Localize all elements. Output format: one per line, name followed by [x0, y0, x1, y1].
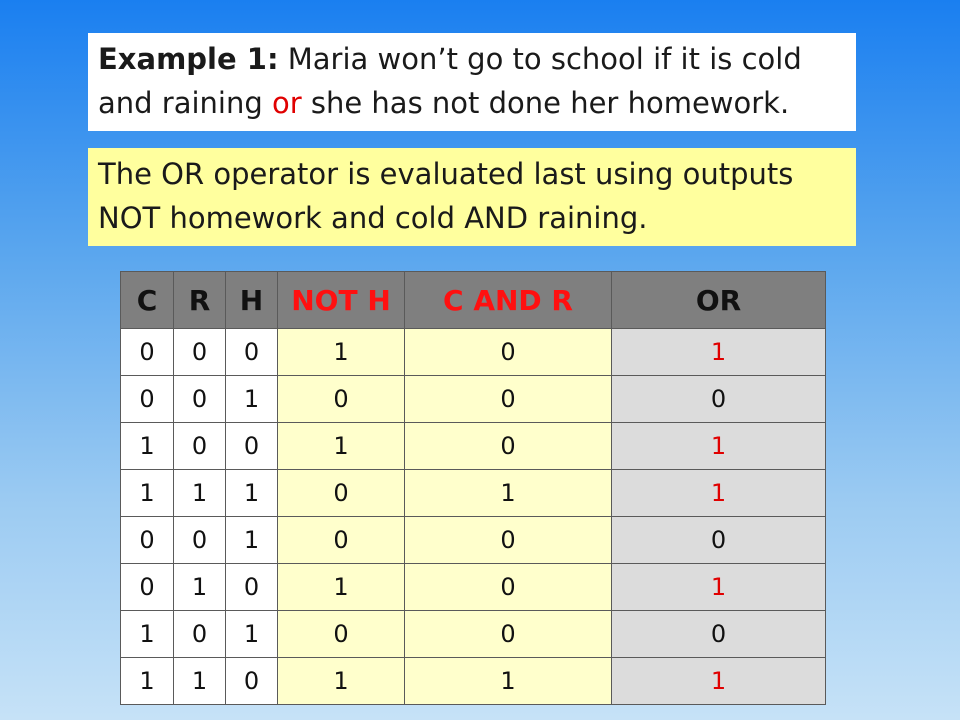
cell-not-h: 1	[277, 328, 405, 376]
example-text-after: she has not done her homework.	[301, 86, 790, 120]
cell-or: 0	[611, 516, 826, 564]
example-box: Example 1: Maria won’t go to school if i…	[88, 33, 856, 131]
table-row: 1 1 1 0 1 1	[120, 469, 826, 517]
cell-r: 1	[173, 657, 226, 705]
table-row: 0 0 0 1 0 1	[120, 328, 826, 376]
cell-c: 0	[120, 516, 174, 564]
truth-table-header-row: C R H NOT H C AND R OR	[120, 271, 826, 329]
cell-not-h: 1	[277, 563, 405, 611]
cell-h: 0	[225, 422, 278, 470]
cell-r: 0	[173, 516, 226, 564]
cell-h: 1	[225, 516, 278, 564]
cell-c-and-r: 0	[404, 516, 612, 564]
cell-not-h: 1	[277, 657, 405, 705]
cell-h: 1	[225, 375, 278, 423]
cell-or: 1	[611, 469, 826, 517]
cell-not-h: 0	[277, 375, 405, 423]
truth-table: C R H NOT H C AND R OR 0 0 0 1 0 1 0 0 1…	[120, 271, 826, 705]
cell-h: 0	[225, 563, 278, 611]
table-row: 1 0 0 1 0 1	[120, 422, 826, 470]
cell-r: 0	[173, 375, 226, 423]
cell-c: 1	[120, 469, 174, 517]
cell-c-and-r: 0	[404, 563, 612, 611]
cell-or: 0	[611, 610, 826, 658]
cell-not-h: 1	[277, 422, 405, 470]
cell-r: 0	[173, 610, 226, 658]
cell-h: 0	[225, 328, 278, 376]
note-box: The OR operator is evaluated last using …	[88, 148, 856, 246]
cell-c-and-r: 1	[404, 657, 612, 705]
cell-c-and-r: 0	[404, 610, 612, 658]
cell-not-h: 0	[277, 469, 405, 517]
example-highlight-or: or	[271, 86, 302, 120]
cell-or: 0	[611, 375, 826, 423]
header-h: H	[225, 271, 278, 329]
cell-not-h: 0	[277, 516, 405, 564]
table-row: 0 1 0 1 0 1	[120, 563, 826, 611]
cell-or: 1	[611, 328, 826, 376]
cell-r: 1	[173, 469, 226, 517]
cell-h: 1	[225, 610, 278, 658]
cell-c: 0	[120, 375, 174, 423]
cell-h: 1	[225, 469, 278, 517]
cell-h: 0	[225, 657, 278, 705]
header-not-h: NOT H	[277, 271, 405, 329]
cell-c: 1	[120, 657, 174, 705]
cell-r: 0	[173, 328, 226, 376]
header-c: C	[120, 271, 174, 329]
cell-c: 0	[120, 328, 174, 376]
cell-not-h: 0	[277, 610, 405, 658]
cell-c-and-r: 1	[404, 469, 612, 517]
cell-or: 1	[611, 657, 826, 705]
cell-or: 1	[611, 563, 826, 611]
cell-c-and-r: 0	[404, 422, 612, 470]
cell-c: 1	[120, 422, 174, 470]
example-text-before: Maria won’t go to school if it is cold a…	[98, 42, 802, 120]
note-text: The OR operator is evaluated last using …	[98, 157, 794, 235]
cell-c-and-r: 0	[404, 375, 612, 423]
table-row: 1 1 0 1 1 1	[120, 657, 826, 705]
table-row: 0 0 1 0 0 0	[120, 375, 826, 423]
cell-r: 1	[173, 563, 226, 611]
cell-c: 0	[120, 563, 174, 611]
cell-c-and-r: 0	[404, 328, 612, 376]
header-c-and-r: C AND R	[404, 271, 612, 329]
cell-or: 1	[611, 422, 826, 470]
example-label: Example 1:	[98, 42, 279, 76]
table-row: 1 0 1 0 0 0	[120, 610, 826, 658]
header-r: R	[173, 271, 226, 329]
table-row: 0 0 1 0 0 0	[120, 516, 826, 564]
cell-c: 1	[120, 610, 174, 658]
cell-r: 0	[173, 422, 226, 470]
header-or: OR	[611, 271, 826, 329]
